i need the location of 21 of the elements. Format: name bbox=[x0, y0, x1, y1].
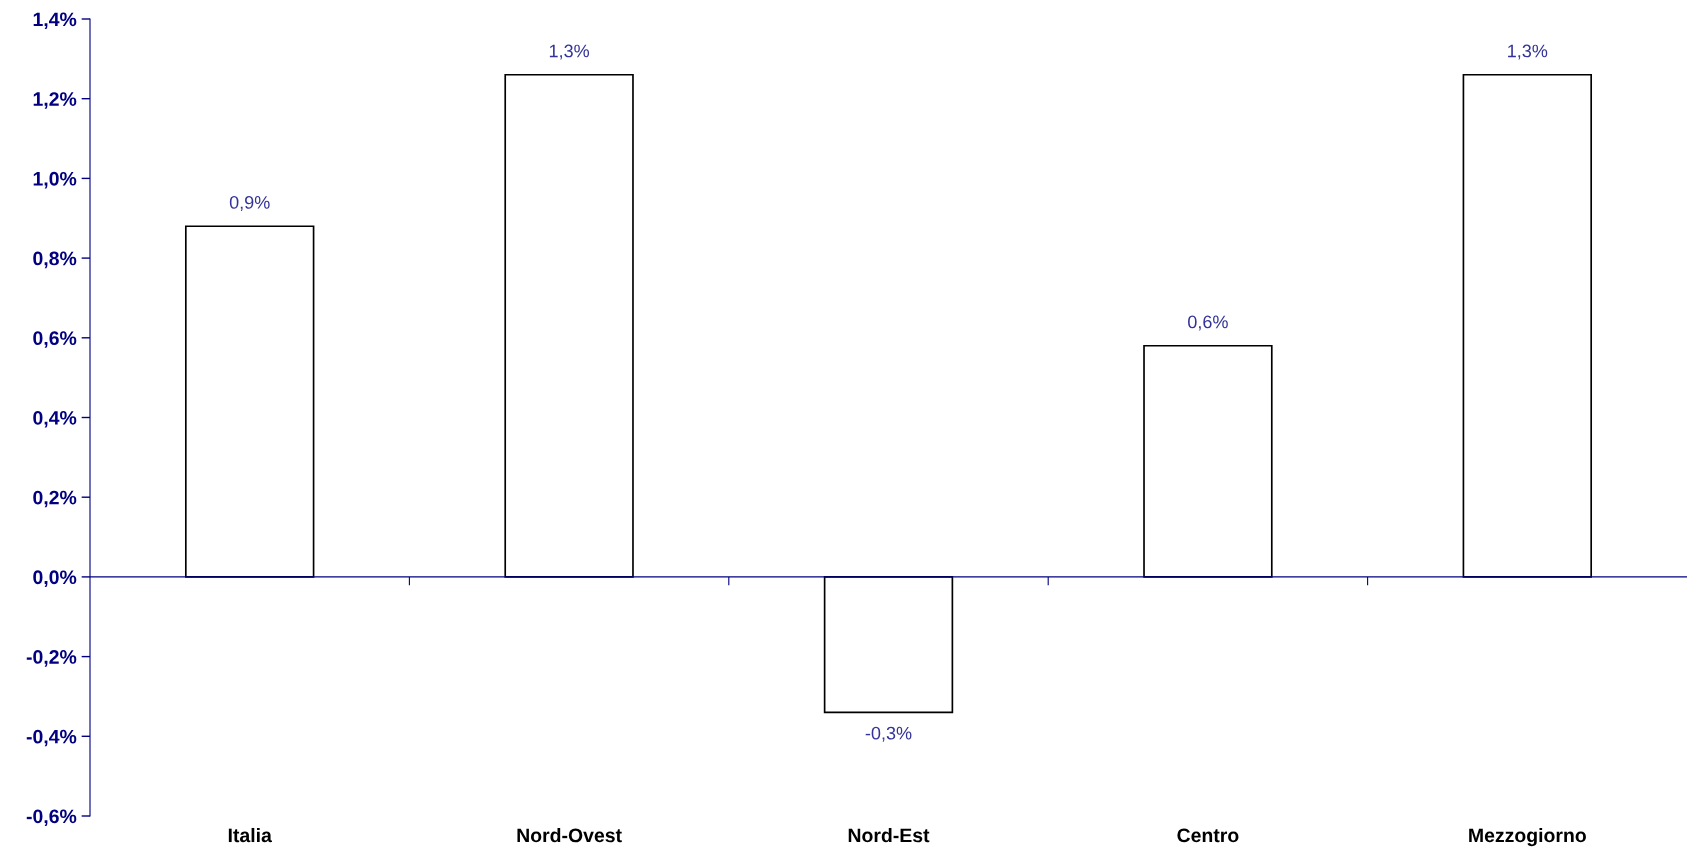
y-tick-label: 1,2% bbox=[33, 92, 77, 109]
y-tick-label: -0,6% bbox=[26, 809, 77, 827]
data-label: 1,3% bbox=[1508, 44, 1548, 60]
y-tick-label: 0,2% bbox=[33, 490, 77, 508]
data-label: 0,6% bbox=[1188, 315, 1228, 331]
y-tick-label: 1,4% bbox=[33, 12, 77, 30]
data-label: 0,9% bbox=[229, 195, 270, 211]
y-tick-label: 1,0% bbox=[33, 171, 77, 189]
data-label: -0,3% bbox=[865, 726, 912, 742]
x-tick-label: Centro bbox=[1177, 828, 1239, 843]
x-tick-label: Nord-Est bbox=[848, 827, 930, 843]
y-tick-label: 0,0% bbox=[33, 570, 77, 587]
y-tick-label: 0,6% bbox=[33, 331, 77, 348]
y-tick-label: -0,2% bbox=[26, 650, 77, 667]
y-tick-label: -0,4% bbox=[26, 729, 77, 747]
x-tick-label: Nord-Ovest bbox=[517, 827, 622, 843]
y-tick-label: 0,8% bbox=[33, 251, 77, 269]
x-tick-label: Italia bbox=[228, 827, 272, 843]
data-label: 1,3% bbox=[549, 44, 590, 60]
y-tick-label: 0,4% bbox=[33, 410, 77, 428]
x-tick-label: Mezzogiorno bbox=[1469, 827, 1586, 847]
